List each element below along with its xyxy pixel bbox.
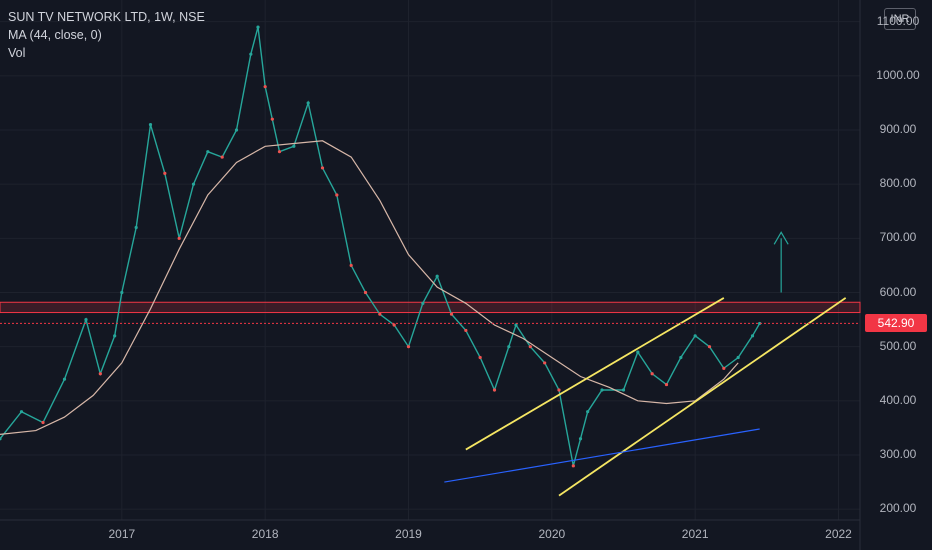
price-point (349, 263, 353, 268)
price-point (263, 85, 267, 89)
price-point (722, 366, 726, 370)
y-tick-label: 200.00 (879, 501, 917, 516)
price-point (707, 345, 712, 349)
price-point (664, 382, 669, 387)
price-point (586, 410, 590, 414)
price-point (557, 388, 561, 392)
channel-upper-line (465, 297, 725, 451)
chart-legend: SUN TV NETWORK LTD, 1W, NSE MA (44, clos… (8, 8, 205, 62)
volume-trendline-line (444, 428, 760, 483)
price-point (292, 144, 296, 148)
price-point (571, 464, 575, 468)
price-point (249, 52, 253, 56)
y-tick-label: 1100.00 (876, 13, 920, 28)
price-point (679, 355, 683, 360)
price-point (256, 25, 260, 29)
symbol-title[interactable]: SUN TV NETWORK LTD, 1W, NSE (8, 10, 205, 24)
y-tick-label: 1000.00 (876, 67, 920, 82)
x-tick-label: 2022 (825, 527, 852, 541)
ma-series-line (0, 140, 739, 435)
price-point (306, 101, 310, 105)
price-point (113, 334, 117, 338)
currency-badge[interactable]: INR (884, 8, 916, 30)
price-point (220, 155, 224, 159)
y-tick-label: 500.00 (879, 338, 917, 353)
price-point (421, 301, 425, 305)
price-point (335, 193, 339, 197)
price-point (84, 317, 88, 322)
price-point (62, 377, 67, 381)
price-point (636, 350, 640, 354)
price-point (406, 345, 411, 349)
price-point (120, 290, 124, 295)
price-point (19, 410, 24, 414)
price-point (270, 117, 274, 121)
resistance-zone (0, 301, 861, 314)
price-point (277, 150, 282, 154)
price-point (578, 437, 583, 441)
price-point (650, 372, 654, 376)
price-point (392, 323, 396, 327)
price-point (736, 355, 740, 360)
x-tick-label: 2021 (681, 527, 709, 541)
x-tick-label: 2017 (108, 527, 136, 541)
target-arrow-head (773, 231, 789, 245)
price-point (528, 345, 532, 349)
price-point (191, 182, 196, 186)
price-series-line (0, 26, 761, 466)
price-point (464, 328, 468, 333)
x-tick-label: 2018 (251, 527, 279, 541)
price-point (320, 166, 325, 170)
price-point (693, 334, 697, 338)
price-point (206, 150, 210, 154)
price-point (621, 388, 626, 392)
price-point (478, 355, 482, 360)
last-price-label: 542.90 (865, 314, 927, 333)
volume-indicator-label[interactable]: Vol (8, 46, 26, 60)
channel-lower-line (558, 297, 847, 497)
price-point (163, 171, 167, 175)
price-point (148, 122, 153, 127)
y-tick-label: 900.00 (879, 122, 917, 136)
price-point (234, 128, 239, 132)
price-point (750, 334, 755, 338)
x-tick-label: 2019 (395, 527, 422, 541)
price-point (134, 225, 138, 230)
y-tick-label: 700.00 (879, 230, 917, 245)
x-tick-label: 2020 (538, 527, 566, 541)
price-point (378, 312, 382, 316)
y-tick-label: 400.00 (879, 392, 917, 407)
price-point (514, 323, 518, 327)
price-point (507, 345, 511, 349)
price-point (449, 312, 454, 316)
price-point (600, 388, 604, 392)
price-point (0, 437, 2, 441)
price-point (98, 372, 102, 376)
y-tick-label: 300.00 (879, 447, 917, 461)
price-point (363, 290, 368, 295)
price-point (492, 388, 497, 392)
y-tick-label: 800.00 (879, 176, 917, 191)
price-point (41, 420, 45, 425)
price-point (543, 361, 547, 365)
ma-indicator-label[interactable]: MA (44, close, 0) (8, 28, 102, 42)
price-point (435, 274, 439, 278)
y-tick-label: 600.00 (879, 284, 917, 299)
price-point (758, 321, 762, 326)
price-point (177, 236, 181, 240)
